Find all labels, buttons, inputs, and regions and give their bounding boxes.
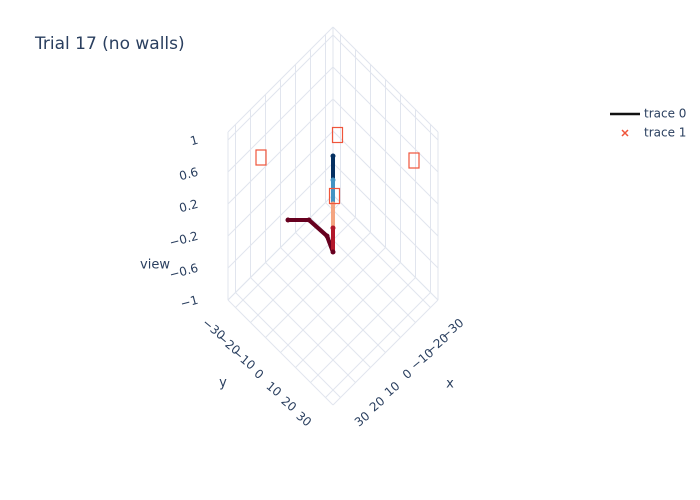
trace-marker (408, 152, 420, 169)
z-tick-label: −1 (179, 293, 200, 311)
grid-line (280, 247, 386, 353)
grid-line (310, 277, 416, 383)
trace-point (285, 217, 291, 223)
trace-point (330, 249, 336, 255)
grid-line (235, 202, 341, 308)
grid-line (227, 194, 334, 301)
z-tick-label: −0.2 (168, 229, 200, 250)
trace-marker (328, 187, 341, 205)
grid-line (227, 34, 334, 141)
z-tick-label: 0.2 (178, 197, 200, 215)
trace-segment (307, 218, 329, 238)
grid-line (250, 217, 356, 323)
grid-line (332, 34, 439, 141)
grid-line (332, 130, 439, 237)
trace-point (330, 177, 336, 183)
z-axis-title: view (140, 258, 170, 273)
legend-swatch (621, 129, 629, 137)
y-tick-label: 30 (293, 409, 314, 430)
grid-line (332, 194, 439, 301)
grid-line (332, 162, 439, 269)
grid-line (325, 292, 431, 398)
chart-title: Trial 17 (no walls) (34, 34, 185, 54)
grid-line (332, 66, 439, 173)
grid-line (227, 98, 334, 205)
x-tick-label: 30 (352, 409, 373, 430)
grid-line (227, 162, 334, 269)
z-tick-label: 0.6 (178, 165, 200, 183)
grid-line (265, 232, 371, 338)
grid-line (332, 98, 439, 205)
grid-line (227, 66, 334, 173)
trace-marker (331, 126, 344, 144)
grid-line (295, 262, 401, 368)
legend-label: trace 1 (644, 126, 686, 140)
trace-point (330, 225, 336, 231)
grid-line (227, 130, 334, 237)
y-axis-title: y (219, 376, 227, 391)
legend-label: trace 0 (644, 107, 686, 121)
y-tick-label: 10 (263, 379, 284, 400)
trace-point (324, 233, 330, 239)
x-tick-label: 20 (367, 394, 388, 415)
trace-marker (255, 149, 267, 166)
y-tick-label: 20 (278, 394, 299, 415)
y-tick-label: 0 (251, 366, 266, 382)
trace-point (330, 153, 336, 159)
trace-point (306, 217, 312, 223)
z-tick-label: −0.6 (168, 261, 200, 282)
x-tick-label: 10 (382, 379, 403, 400)
z-tick-label: 1 (189, 133, 200, 149)
x-axis-title: x (446, 377, 454, 392)
